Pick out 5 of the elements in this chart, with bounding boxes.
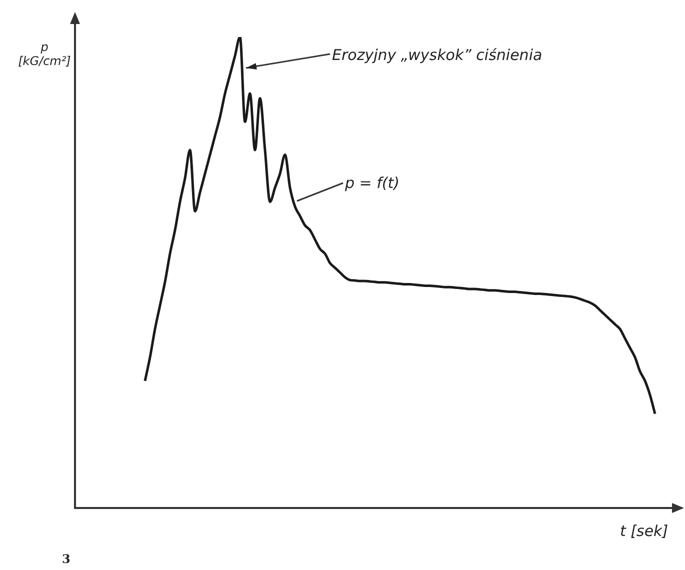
text: p [kG/cm²] — [17, 40, 72, 68]
annotation: Erozyjny „wyskok” ciśnienia — [332, 46, 542, 64]
x-axis-title: t [sek] — [620, 522, 668, 540]
text: 3 — [62, 552, 70, 566]
annotation: p = f(t) — [344, 174, 400, 192]
